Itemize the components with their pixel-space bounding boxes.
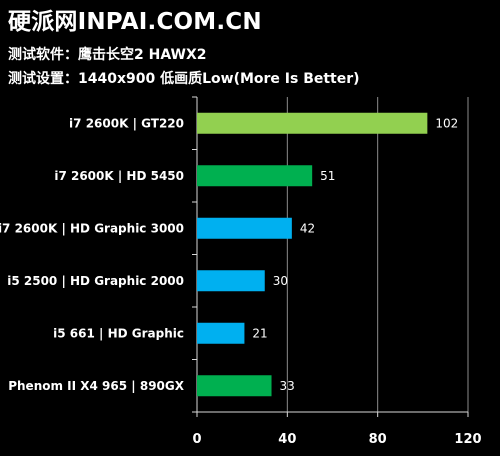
category-label: i5 2500 | HD Graphic 2000: [7, 274, 184, 288]
category-label: i7 2600K | GT220: [69, 116, 184, 130]
data-label: 42: [300, 221, 315, 235]
test-settings-line: 测试设置：1440x900 低画质Low(More Is Better): [8, 71, 360, 87]
bar: [197, 165, 313, 187]
bar: [197, 270, 265, 292]
data-label: 51: [320, 169, 335, 183]
bar: [197, 112, 428, 134]
bar: [197, 375, 272, 397]
bar: [197, 217, 292, 239]
site-title: 硬派网INPAI.COM.CN: [8, 9, 262, 35]
category-label: Phenom II X4 965 | 890GX: [8, 379, 185, 393]
x-tick-label: 0: [192, 432, 201, 447]
data-label: 30: [273, 274, 288, 288]
test-software-line: 测试软件：鹰击长空2 HAWX2: [8, 47, 207, 63]
category-label: i7 2600K | HD Graphic 3000: [0, 221, 184, 235]
data-label: 21: [252, 326, 267, 340]
x-tick-label: 80: [369, 432, 387, 447]
x-tick-label: 40: [278, 432, 296, 447]
category-label: i7 2600K | HD 5450: [54, 169, 184, 183]
data-label: 102: [435, 116, 458, 130]
x-tick-label: 120: [454, 432, 481, 447]
data-label: 33: [280, 379, 295, 393]
bar: [197, 322, 245, 344]
category-label: i5 661 | HD Graphic: [53, 326, 184, 340]
